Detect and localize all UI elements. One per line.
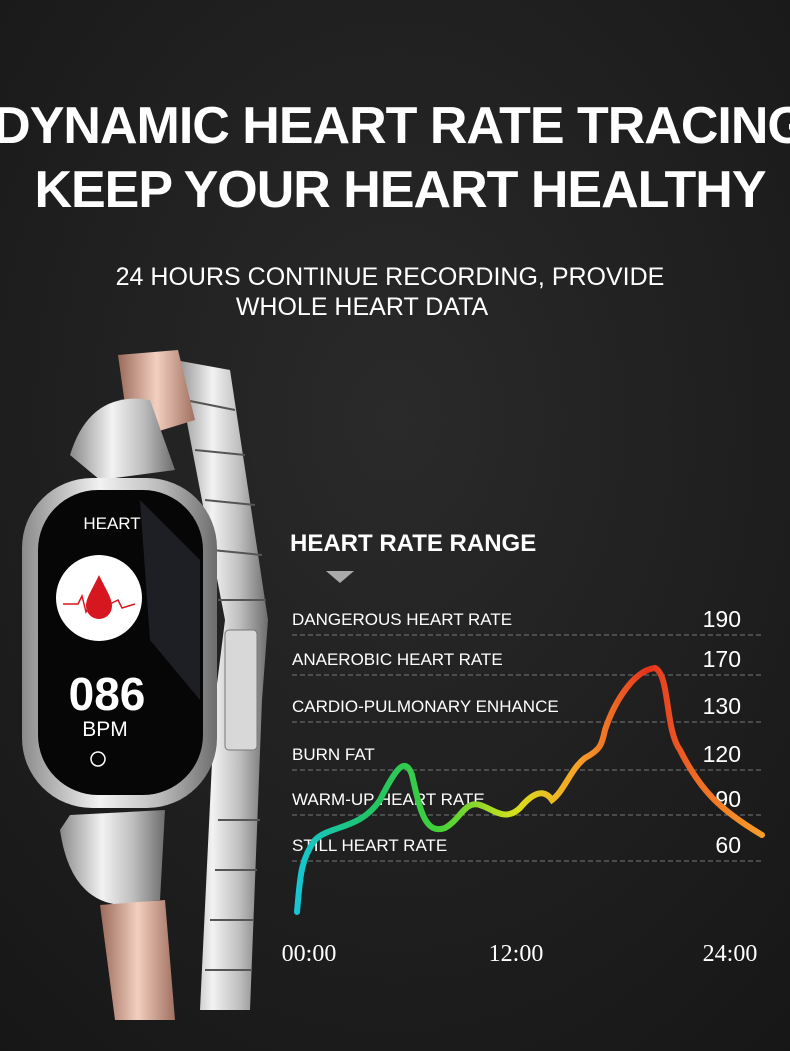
subtitle-line: 24 HOURS CONTINUE RECORDING, PROVIDE — [116, 263, 665, 291]
home-button — [90, 751, 106, 767]
zone-name: BURN FAT — [292, 745, 375, 764]
reflection — [140, 500, 200, 700]
time-label: 24:00 — [703, 941, 758, 967]
screen-reading: 086 — [69, 668, 146, 720]
time-label: 12:00 — [489, 941, 544, 967]
subtitle-line: WHOLE HEART DATA — [236, 293, 489, 321]
time-label: 00:00 — [282, 941, 337, 967]
title-line: DYNAMIC HEART RATE TRACING — [0, 97, 790, 155]
zone-value: 120 — [703, 741, 741, 767]
lug-bottom — [60, 810, 165, 905]
zone-value: 60 — [715, 832, 741, 858]
lug-top — [70, 398, 175, 480]
zone-name: STILL HEART RATE — [292, 836, 447, 855]
bracelet-bottom — [100, 900, 175, 1020]
watch: HEART 086 BPM — [22, 350, 268, 1020]
pointer — [326, 571, 354, 583]
zones: DANGEROUS HEART RATE 190 ANAEROBIC HEART R… — [292, 606, 762, 862]
title-line: KEEP YOUR HEART HEALTHY — [34, 161, 765, 219]
zone-value: 190 — [703, 606, 741, 632]
zone-value: 130 — [703, 693, 741, 719]
heart-rate-curve — [294, 664, 765, 915]
zone-name: DANGEROUS HEART RATE — [292, 610, 512, 629]
zone-name: CARDIO-PULMONARY ENHANCE — [292, 697, 559, 716]
range-title: HEART RATE RANGE — [290, 530, 536, 557]
screen-unit: BPM — [82, 718, 128, 741]
bracelet-right — [175, 360, 268, 1010]
links — [184, 399, 266, 971]
pulse-icon — [109, 598, 136, 609]
drop-icon — [86, 575, 112, 619]
clasp — [224, 629, 258, 751]
zone-value: 170 — [703, 646, 741, 672]
zone-name: ANAEROBIC HEART RATE — [292, 650, 503, 669]
screen-label: HEART — [83, 514, 140, 533]
zone-name: WARM-UP HEART RATE — [292, 790, 485, 809]
pulse-icon — [63, 593, 91, 615]
